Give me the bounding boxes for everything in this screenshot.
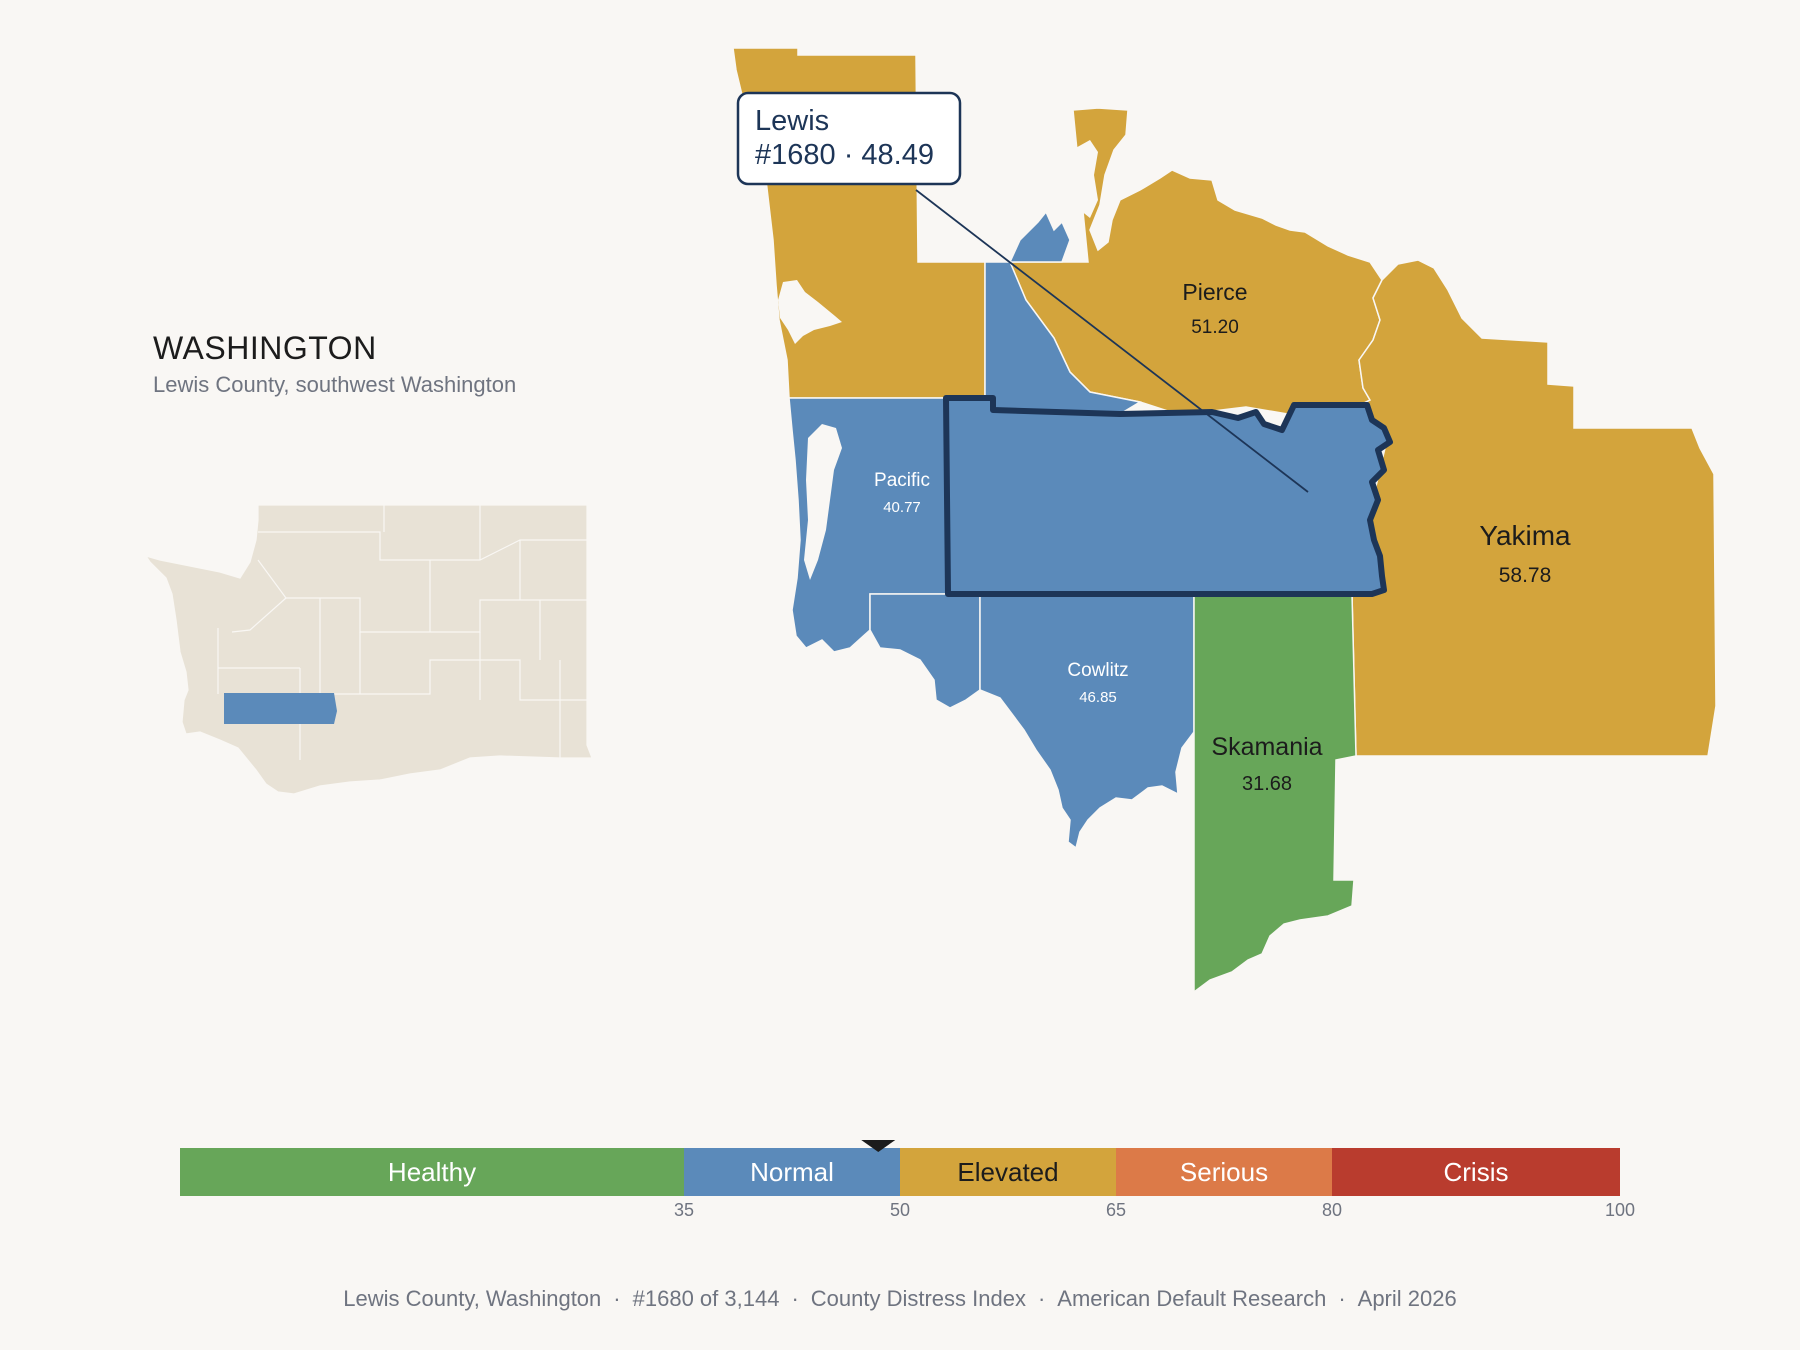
legend-label-healthy: Healthy [388, 1157, 476, 1187]
county-cowlitz[interactable] [979, 593, 1195, 850]
score-pacific: 40.77 [883, 499, 921, 516]
county-skamania[interactable] [1193, 593, 1357, 994]
legend-tick: 80 [1322, 1200, 1342, 1220]
legend-band-elevated [900, 1148, 1116, 1196]
footer: Lewis County, Washington · #1680 of 3,144 ·… [343, 1286, 1457, 1311]
footer-rank: #1680 of 3,144 [632, 1286, 780, 1311]
inset-lewis-highlight [224, 693, 337, 724]
callout-box [736, 91, 962, 186]
callout-leader [915, 189, 1309, 493]
county-yakima[interactable] [1351, 259, 1717, 757]
state-inset-map [144, 504, 593, 795]
footer-org: American Default Research [1057, 1286, 1327, 1311]
footer-date: April 2026 [1357, 1286, 1457, 1311]
legend-band-healthy [180, 1148, 684, 1196]
legend-label-normal: Normal [750, 1157, 834, 1187]
label-yakima: Yakima [1479, 520, 1571, 551]
footer-index: County Distress Index [810, 1286, 1026, 1311]
legend-band-serious [1116, 1148, 1332, 1196]
legend-tick: 50 [890, 1200, 910, 1220]
score-yakima: 58.78 [1499, 564, 1552, 587]
county-lewis[interactable] [943, 395, 1393, 597]
state-title: WASHINGTON [153, 330, 377, 366]
legend-label-serious: Serious [1180, 1157, 1268, 1187]
legend-label-crisis: Crisis [1444, 1157, 1509, 1187]
legend-tick: 100 [1605, 1200, 1635, 1220]
legend-tick: 35 [674, 1200, 694, 1220]
label-cowlitz: Cowlitz [1067, 660, 1128, 681]
label-pierce: Pierce [1182, 279, 1247, 305]
county-pierce[interactable] [1008, 107, 1383, 421]
callout-title: Lewis [755, 105, 829, 137]
label-pacific: Pacific [874, 470, 930, 491]
score-pierce: 51.20 [1191, 317, 1239, 338]
label-skamania: Skamania [1211, 733, 1322, 761]
legend-tick: 65 [1106, 1200, 1126, 1220]
score-skamania: 31.68 [1242, 773, 1292, 795]
legend-band-normal [684, 1148, 900, 1196]
legend-band-crisis [1332, 1148, 1620, 1196]
footer-county: Lewis County, Washington [343, 1286, 602, 1311]
county-wahkiakum[interactable] [869, 593, 981, 709]
legend-label-elevated: Elevated [957, 1157, 1058, 1187]
callout-detail: #1680 · 48.49 [755, 139, 934, 171]
score-cowlitz: 46.85 [1079, 689, 1117, 706]
legend-marker [861, 1140, 896, 1152]
distress-scale-legend: Healthy Normal Elevated Serious Crisis 35 50 65… [180, 1140, 1635, 1220]
state-subtitle: Lewis County, southwest Washington [153, 372, 517, 397]
